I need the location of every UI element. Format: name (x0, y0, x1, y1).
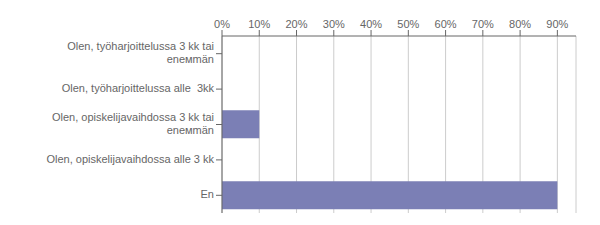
svg-text:40%: 40% (360, 18, 382, 30)
svg-text:90%: 90% (546, 18, 568, 30)
svg-text:80%: 80% (509, 18, 531, 30)
svg-text:70%: 70% (472, 18, 494, 30)
svg-text:50%: 50% (397, 18, 419, 30)
svg-text:Olen, opiskelijavaihdossa alle: Olen, opiskelijavaihdossa alle 3 kk (46, 153, 214, 165)
svg-text:Olen, työharjoittelussa 3 kk t: Olen, työharjoittelussa 3 kk taienемmän (67, 40, 214, 65)
svg-text:En: En (201, 188, 214, 200)
svg-text:10%: 10% (248, 18, 270, 30)
svg-text:Olen, opiskelijavaihdossa 3 kk: Olen, opiskelijavaihdossa 3 kk taienемmä… (52, 111, 214, 136)
svg-text:30%: 30% (323, 18, 345, 30)
svg-text:Olen, työharjoittelussa alle: Olen, työharjoittelussa alle 3kk (62, 82, 215, 94)
svg-text:60%: 60% (435, 18, 457, 30)
svg-text:20%: 20% (286, 18, 308, 30)
svg-text:0%: 0% (214, 18, 230, 30)
